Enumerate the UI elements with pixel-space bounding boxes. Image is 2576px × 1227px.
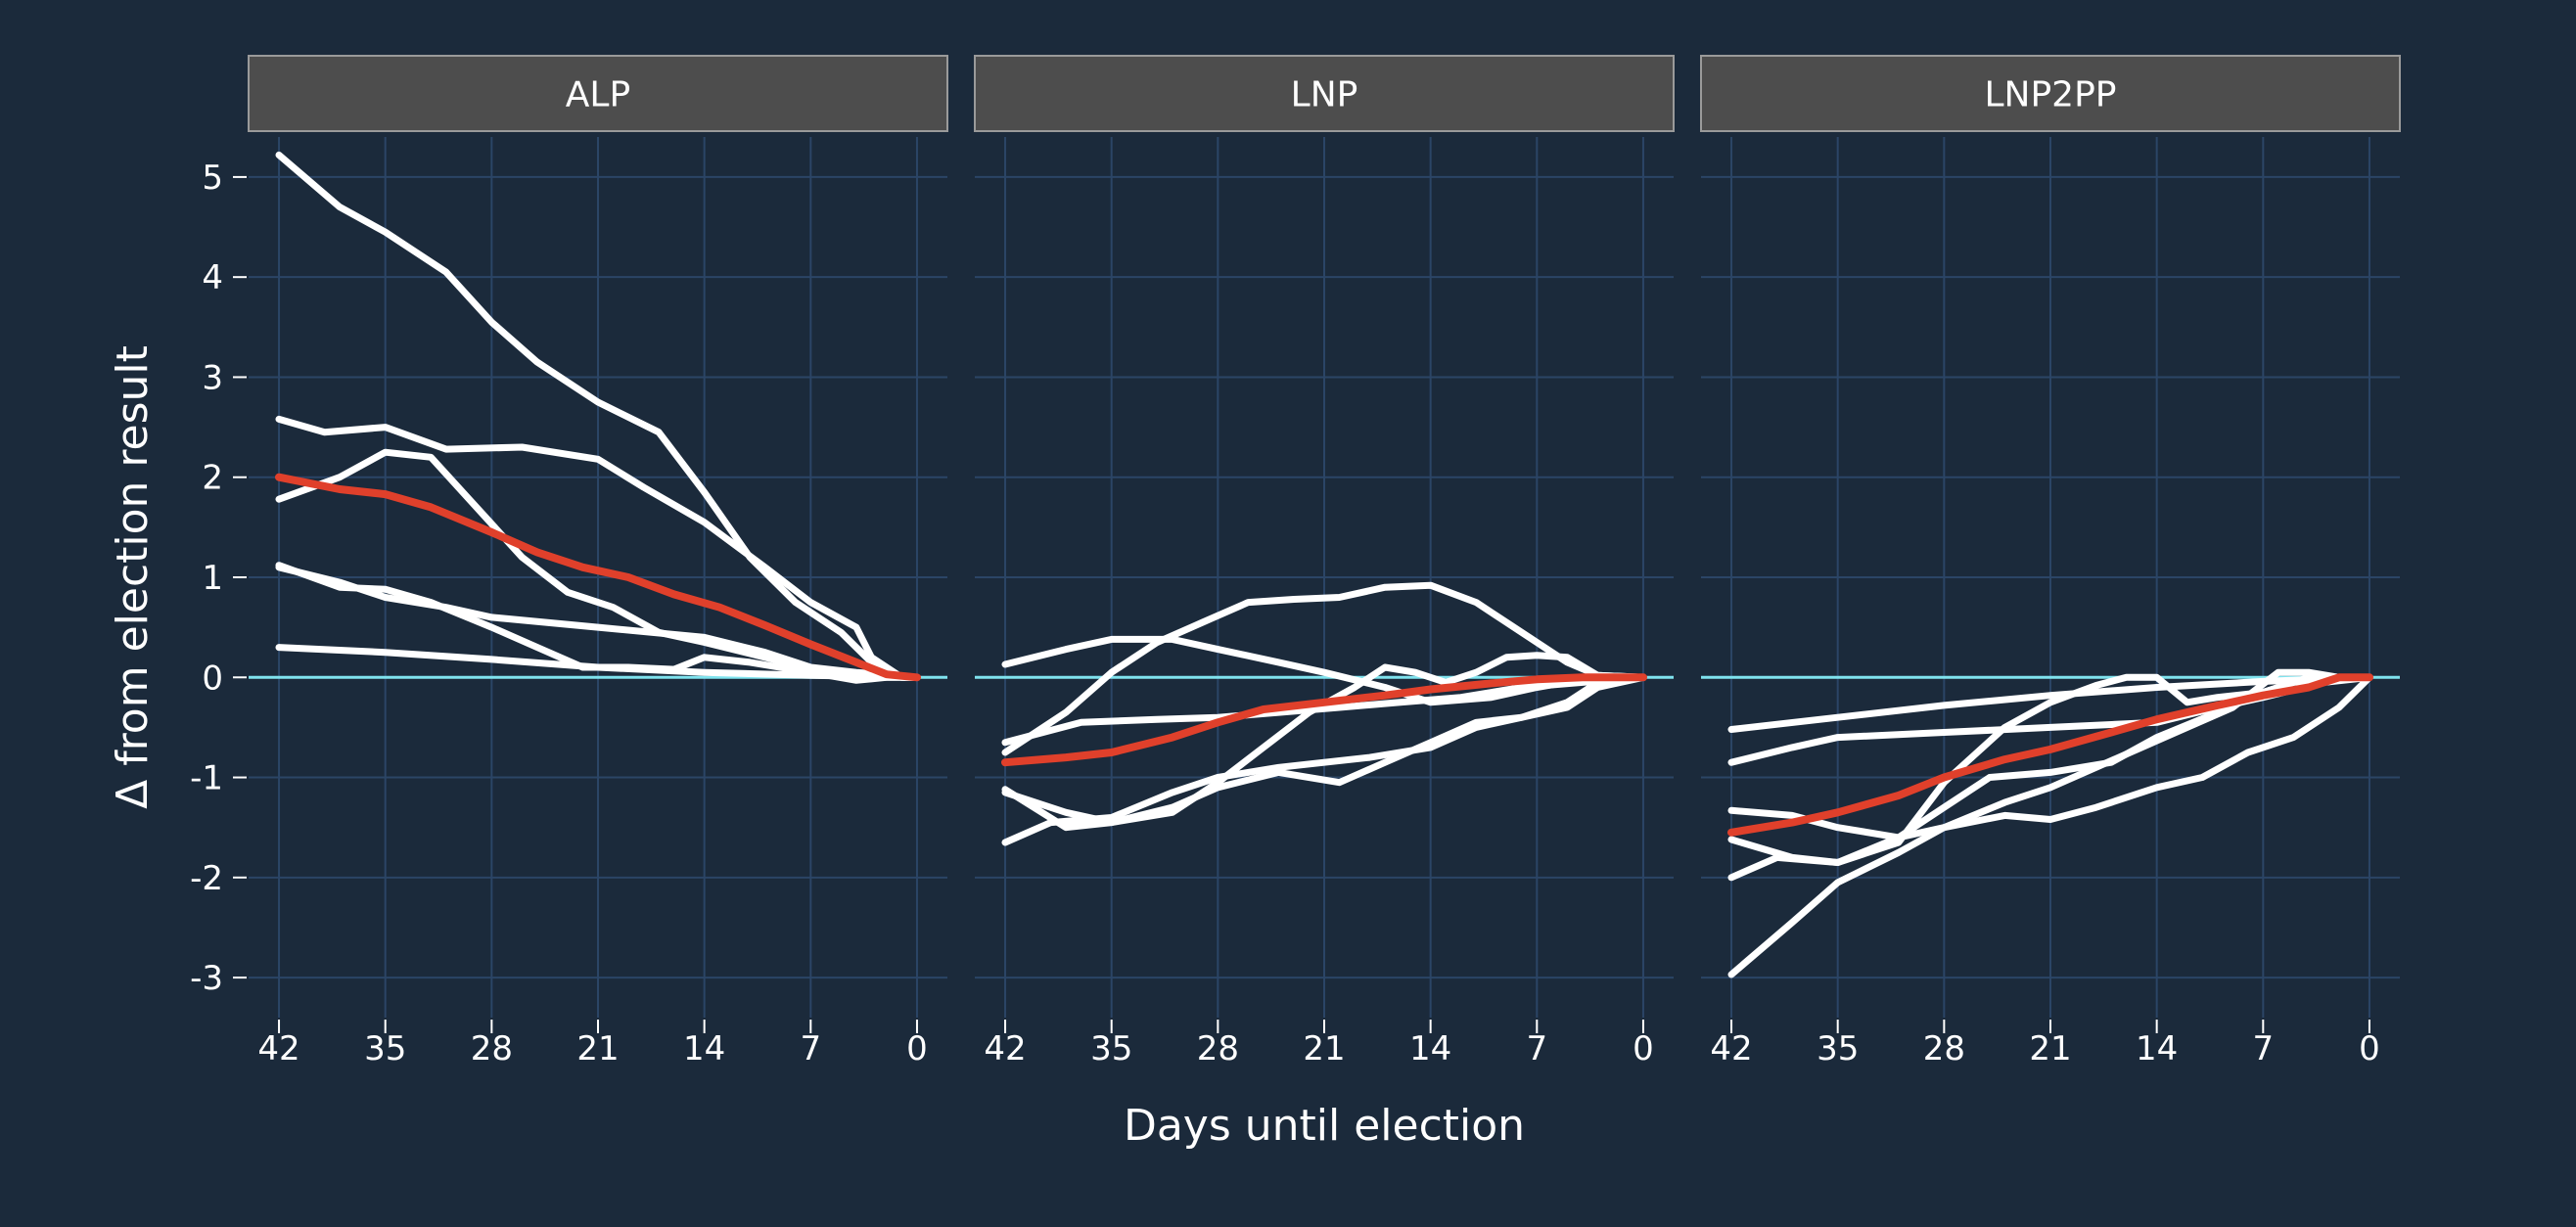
- y-tick-label: -1: [190, 759, 223, 798]
- y-tick-label: 5: [202, 159, 223, 198]
- y-tick-label: 4: [202, 258, 223, 297]
- x-tick-label: 28: [1923, 1029, 1965, 1068]
- average-series-line: [275, 473, 921, 682]
- y-tick-label: -3: [190, 959, 223, 998]
- x-tick-label: 14: [683, 1029, 725, 1068]
- y-axis-title: Δ from election result: [108, 345, 158, 809]
- poll-series-line: [275, 564, 921, 681]
- average-series-line: [1727, 673, 2373, 837]
- x-tick-label: 0: [1633, 1029, 1654, 1068]
- panel-lnp: LNP 42 35 28 21 14 7 0: [974, 55, 1675, 1068]
- panel-alp: ALP 42 35 28 21 14 7 0: [248, 55, 948, 1068]
- x-tick-label: 21: [576, 1029, 619, 1068]
- panels: ALP 42 35 28 21 14 7 0 LNP 42 35 28 21 14 7 0 LNP2PP 42 35…: [248, 55, 2401, 1068]
- poll-series-line: [1727, 673, 2373, 841]
- x-tick-label: 35: [1090, 1029, 1132, 1068]
- x-tick-label: 28: [471, 1029, 513, 1068]
- x-tick-label: 7: [1526, 1029, 1547, 1068]
- y-tick-label: 3: [202, 358, 223, 397]
- x-tick-label: 21: [2029, 1029, 2071, 1068]
- y-tick-label: 0: [202, 659, 223, 698]
- poll-series-line: [1001, 581, 1647, 756]
- poll-series-line: [1001, 673, 1647, 846]
- x-tick-label: 14: [1409, 1029, 1451, 1068]
- facet-strip: [248, 55, 948, 132]
- y-tick-label: -2: [190, 859, 223, 898]
- y-tick-label: 2: [202, 459, 223, 498]
- x-tick-label: 35: [364, 1029, 406, 1068]
- y-tick-label: 1: [202, 559, 223, 598]
- facet-strip: [1700, 55, 2401, 132]
- x-tick-label: 0: [906, 1029, 928, 1068]
- poll-series-line: [275, 644, 921, 681]
- x-tick-label: 0: [2359, 1029, 2380, 1068]
- x-axis-title: Days until election: [1124, 1101, 1525, 1151]
- x-tick-label: 35: [1817, 1029, 1859, 1068]
- poll-series-line: [1001, 673, 1647, 832]
- facet-strip-label: LNP2PP: [1984, 75, 2116, 115]
- x-tick-label: 42: [1710, 1029, 1752, 1068]
- x-tick-label: 7: [800, 1029, 821, 1068]
- poll-series-line: [275, 151, 921, 681]
- facet-strip: [974, 55, 1675, 132]
- poll-series-line: [1001, 673, 1647, 747]
- poll-series-line: [1727, 668, 2373, 978]
- y-axis: 5 4 3 2 1 0 -1 -2 -3: [190, 159, 247, 998]
- facet-strip-label: ALP: [566, 75, 630, 115]
- x-tick-label: 14: [2136, 1029, 2178, 1068]
- average-series-line: [1001, 673, 1647, 767]
- poll-series-line: [275, 415, 921, 681]
- x-tick-label: 42: [257, 1029, 299, 1068]
- x-tick-label: 7: [2252, 1029, 2274, 1068]
- x-tick-label: 28: [1197, 1029, 1239, 1068]
- facet-strip-label: LNP: [1291, 75, 1358, 115]
- x-tick-label: 21: [1303, 1029, 1345, 1068]
- panel-lnp2pp: LNP2PP 42 35 28 21 14 7 0: [1700, 55, 2401, 1068]
- x-tick-label: 42: [984, 1029, 1026, 1068]
